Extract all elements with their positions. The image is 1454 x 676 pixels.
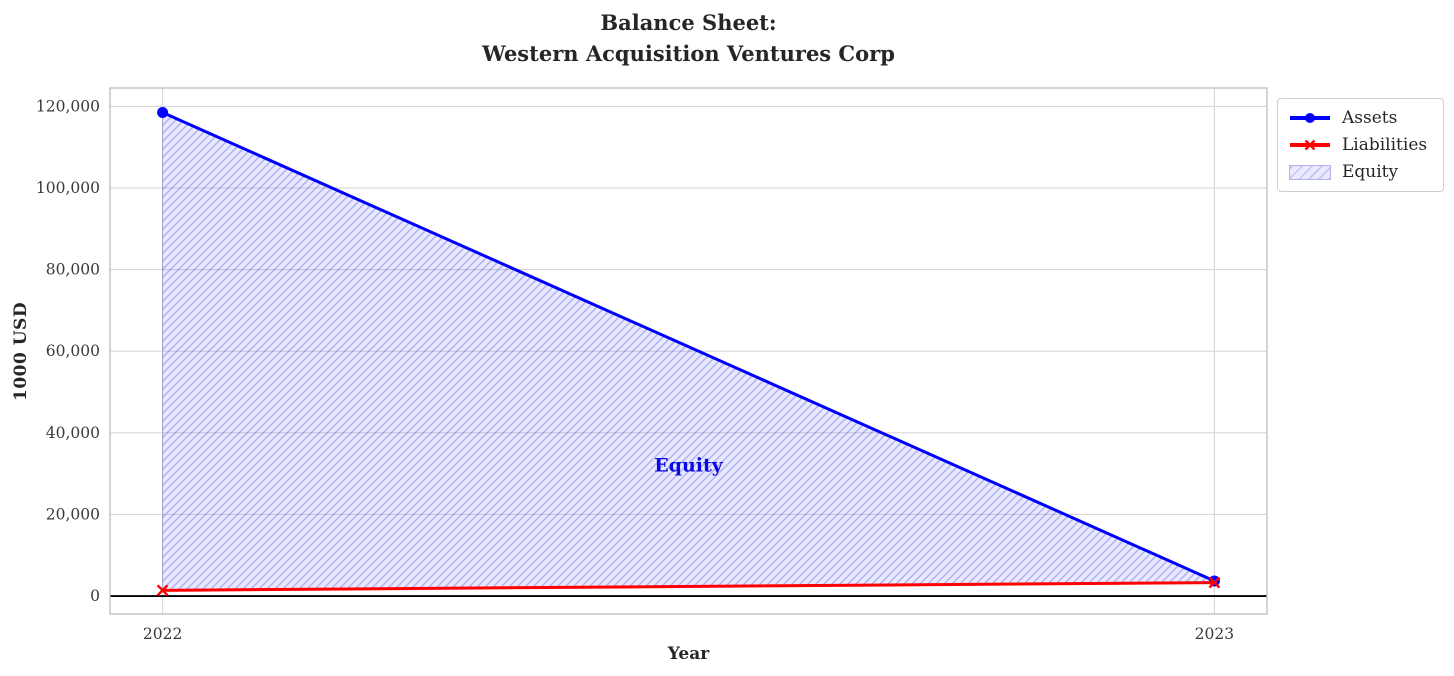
liabilities-line-icon — [1290, 139, 1330, 151]
liabilities-marker — [156, 584, 169, 597]
plot-border — [109, 87, 1268, 615]
assets-marker — [157, 106, 169, 118]
y-tick-label: 40,000 — [46, 424, 100, 442]
y-tick-label: 0 — [90, 587, 100, 605]
x-axis-label: Year — [667, 644, 710, 664]
legend-label-liabilities: Liabilities — [1342, 135, 1428, 155]
y-tick-label: 60,000 — [46, 342, 100, 360]
y-tick-label: 20,000 — [46, 505, 100, 523]
legend-item-assets: Assets — [1289, 108, 1432, 128]
assets-line — [161, 111, 1216, 583]
legend-item-liabilities: Liabilities — [1289, 135, 1432, 155]
equity-annotation: Equity — [654, 454, 724, 476]
chart-title-line-2: Western Acquisition Ventures Corp — [482, 41, 895, 66]
equity-hatch-icon — [1289, 164, 1331, 180]
legend-label-equity: Equity — [1342, 162, 1399, 182]
y-tick-label: 100,000 — [36, 179, 100, 197]
assets-line-icon — [1290, 113, 1330, 123]
x-tick-label: 2022 — [143, 625, 182, 643]
legend-item-equity: Equity — [1289, 162, 1432, 182]
chart-title-line-1: Balance Sheet: — [600, 10, 777, 35]
chart-title: Balance Sheet: Western Acquisition Ventu… — [110, 7, 1267, 69]
y-tick-label: 120,000 — [36, 97, 100, 115]
liabilities-line — [162, 581, 1215, 592]
legend-label-assets: Assets — [1342, 108, 1398, 128]
liabilities-marker — [1208, 576, 1221, 589]
legend: Assets Liabilities Equity — [1277, 98, 1444, 192]
x-tick-label: 2023 — [1195, 625, 1234, 643]
y-tick-label: 80,000 — [46, 261, 100, 279]
y-axis-label: 1000 USD — [11, 301, 31, 401]
